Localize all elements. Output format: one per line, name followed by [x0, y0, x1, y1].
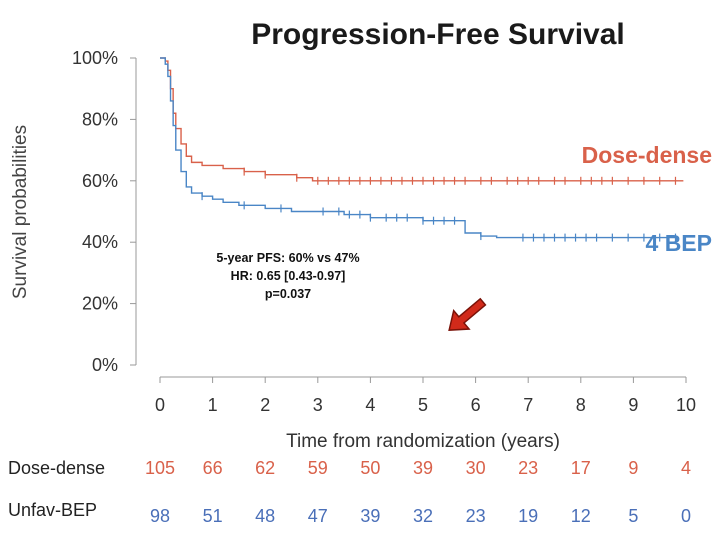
risk-row-label-dose-dense: Dose-dense: [8, 458, 105, 478]
risk-value: 39: [413, 458, 433, 478]
y-axis-title: Survival probabilities: [10, 125, 31, 299]
risk-value: 50: [360, 458, 380, 478]
x-tick-label: 10: [676, 395, 696, 415]
risk-value: 66: [203, 458, 223, 478]
series-label-4bep: 4 BEP: [646, 230, 712, 256]
axes-group: 0% 20% 40% 60% 80% 100% 0 1 2 3 4 5 6 7 8 9 10: [72, 48, 696, 415]
annotation-pfs: 5-year PFS: 60% vs 47%: [216, 251, 359, 265]
risk-value: 62: [255, 458, 275, 478]
x-tick-label: 9: [628, 395, 638, 415]
chart-title: Progression-Free Survival: [251, 18, 624, 51]
x-tick-label: 5: [418, 395, 428, 415]
pointer-arrow-icon: [448, 297, 487, 331]
risk-value: 32: [413, 506, 433, 526]
x-tick-label: 4: [365, 395, 375, 415]
km-curve-dose-dense: [160, 57, 684, 182]
x-axis-title: Time from randomization (years): [286, 431, 560, 452]
censor-marks-group: [201, 167, 677, 242]
risk-table: Dose-dense Unfav-BEP 105 66 62 59 50 39 30 23 17…: [8, 458, 691, 526]
risk-value: 12: [571, 506, 591, 526]
y-tick-label: 100%: [72, 48, 118, 68]
y-tick-label: 20%: [82, 294, 118, 314]
risk-value: 39: [360, 506, 380, 526]
x-tick-label: 0: [155, 395, 165, 415]
risk-value: 23: [518, 458, 538, 478]
x-tick-label: 8: [576, 395, 586, 415]
risk-value: 47: [308, 506, 328, 526]
x-tick-label: 7: [523, 395, 533, 415]
risk-value: 0: [681, 506, 691, 526]
risk-row-label-unfav-bep: Unfav-BEP: [8, 500, 97, 520]
risk-value: 51: [203, 506, 223, 526]
risk-value: 98: [150, 506, 170, 526]
risk-value: 19: [518, 506, 538, 526]
stats-annotation: 5-year PFS: 60% vs 47% HR: 0.65 [0.43-0.…: [216, 251, 359, 301]
risk-value: 4: [681, 458, 691, 478]
annotation-p: p=0.037: [265, 287, 311, 301]
risk-value: 17: [571, 458, 591, 478]
x-tick-label: 6: [471, 395, 481, 415]
km-curve-4bep: [160, 57, 676, 239]
risk-value: 5: [628, 506, 638, 526]
risk-value: 23: [466, 506, 486, 526]
y-tick-label: 60%: [82, 171, 118, 191]
risk-value: 30: [466, 458, 486, 478]
risk-value: 59: [308, 458, 328, 478]
annotation-hr: HR: 0.65 [0.43-0.97]: [231, 269, 346, 283]
y-tick-label: 80%: [82, 109, 118, 129]
risk-value: 9: [628, 458, 638, 478]
curves-group: [160, 57, 684, 239]
x-tick-label: 3: [313, 395, 323, 415]
risk-values-group: 105 66 62 59 50 39 30 23 17 9 498 51 48 47 39 32 23 19 12 5…: [145, 458, 691, 526]
series-label-dose-dense: Dose-dense: [582, 142, 712, 168]
x-tick-label: 1: [208, 395, 218, 415]
risk-value: 105: [145, 458, 175, 478]
y-tick-label: 40%: [82, 232, 118, 252]
x-tick-label: 2: [260, 395, 270, 415]
risk-value: 48: [255, 506, 275, 526]
y-tick-label: 0%: [92, 355, 118, 375]
